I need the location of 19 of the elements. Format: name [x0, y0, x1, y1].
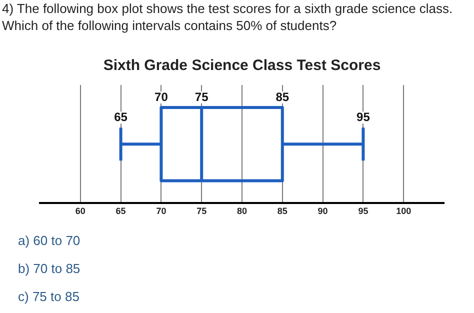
- x-tick-label: 65: [116, 206, 126, 216]
- x-tick-label: 90: [318, 206, 328, 216]
- text: 4) The following box plot shows the test scores for a sixth grade science class. Which of the following intervals contains 50% of students?: [2, 0, 454, 34]
- text: c) 75 to 85: [18, 289, 80, 304]
- annotation: 65: [114, 110, 128, 124]
- text: b) 70 to 85: [18, 261, 80, 276]
- chart-title: Sixth Grade Science Class Test Scores: [103, 57, 381, 74]
- x-tick-label: 75: [196, 206, 207, 216]
- x-tick-label: 100: [396, 206, 412, 216]
- x-tick-label: 85: [277, 206, 288, 216]
- annotation: 95: [356, 110, 370, 124]
- x-tick-label: 70: [156, 206, 166, 216]
- annotation: 75: [194, 90, 209, 104]
- annotation: 85: [276, 90, 290, 104]
- x-tick-label: 60: [75, 206, 86, 216]
- x-tick-label: 95: [358, 206, 368, 216]
- annotation: 70: [154, 90, 168, 104]
- x-tick-label: 80: [236, 206, 248, 216]
- text: a) 60 to 70: [18, 233, 80, 248]
